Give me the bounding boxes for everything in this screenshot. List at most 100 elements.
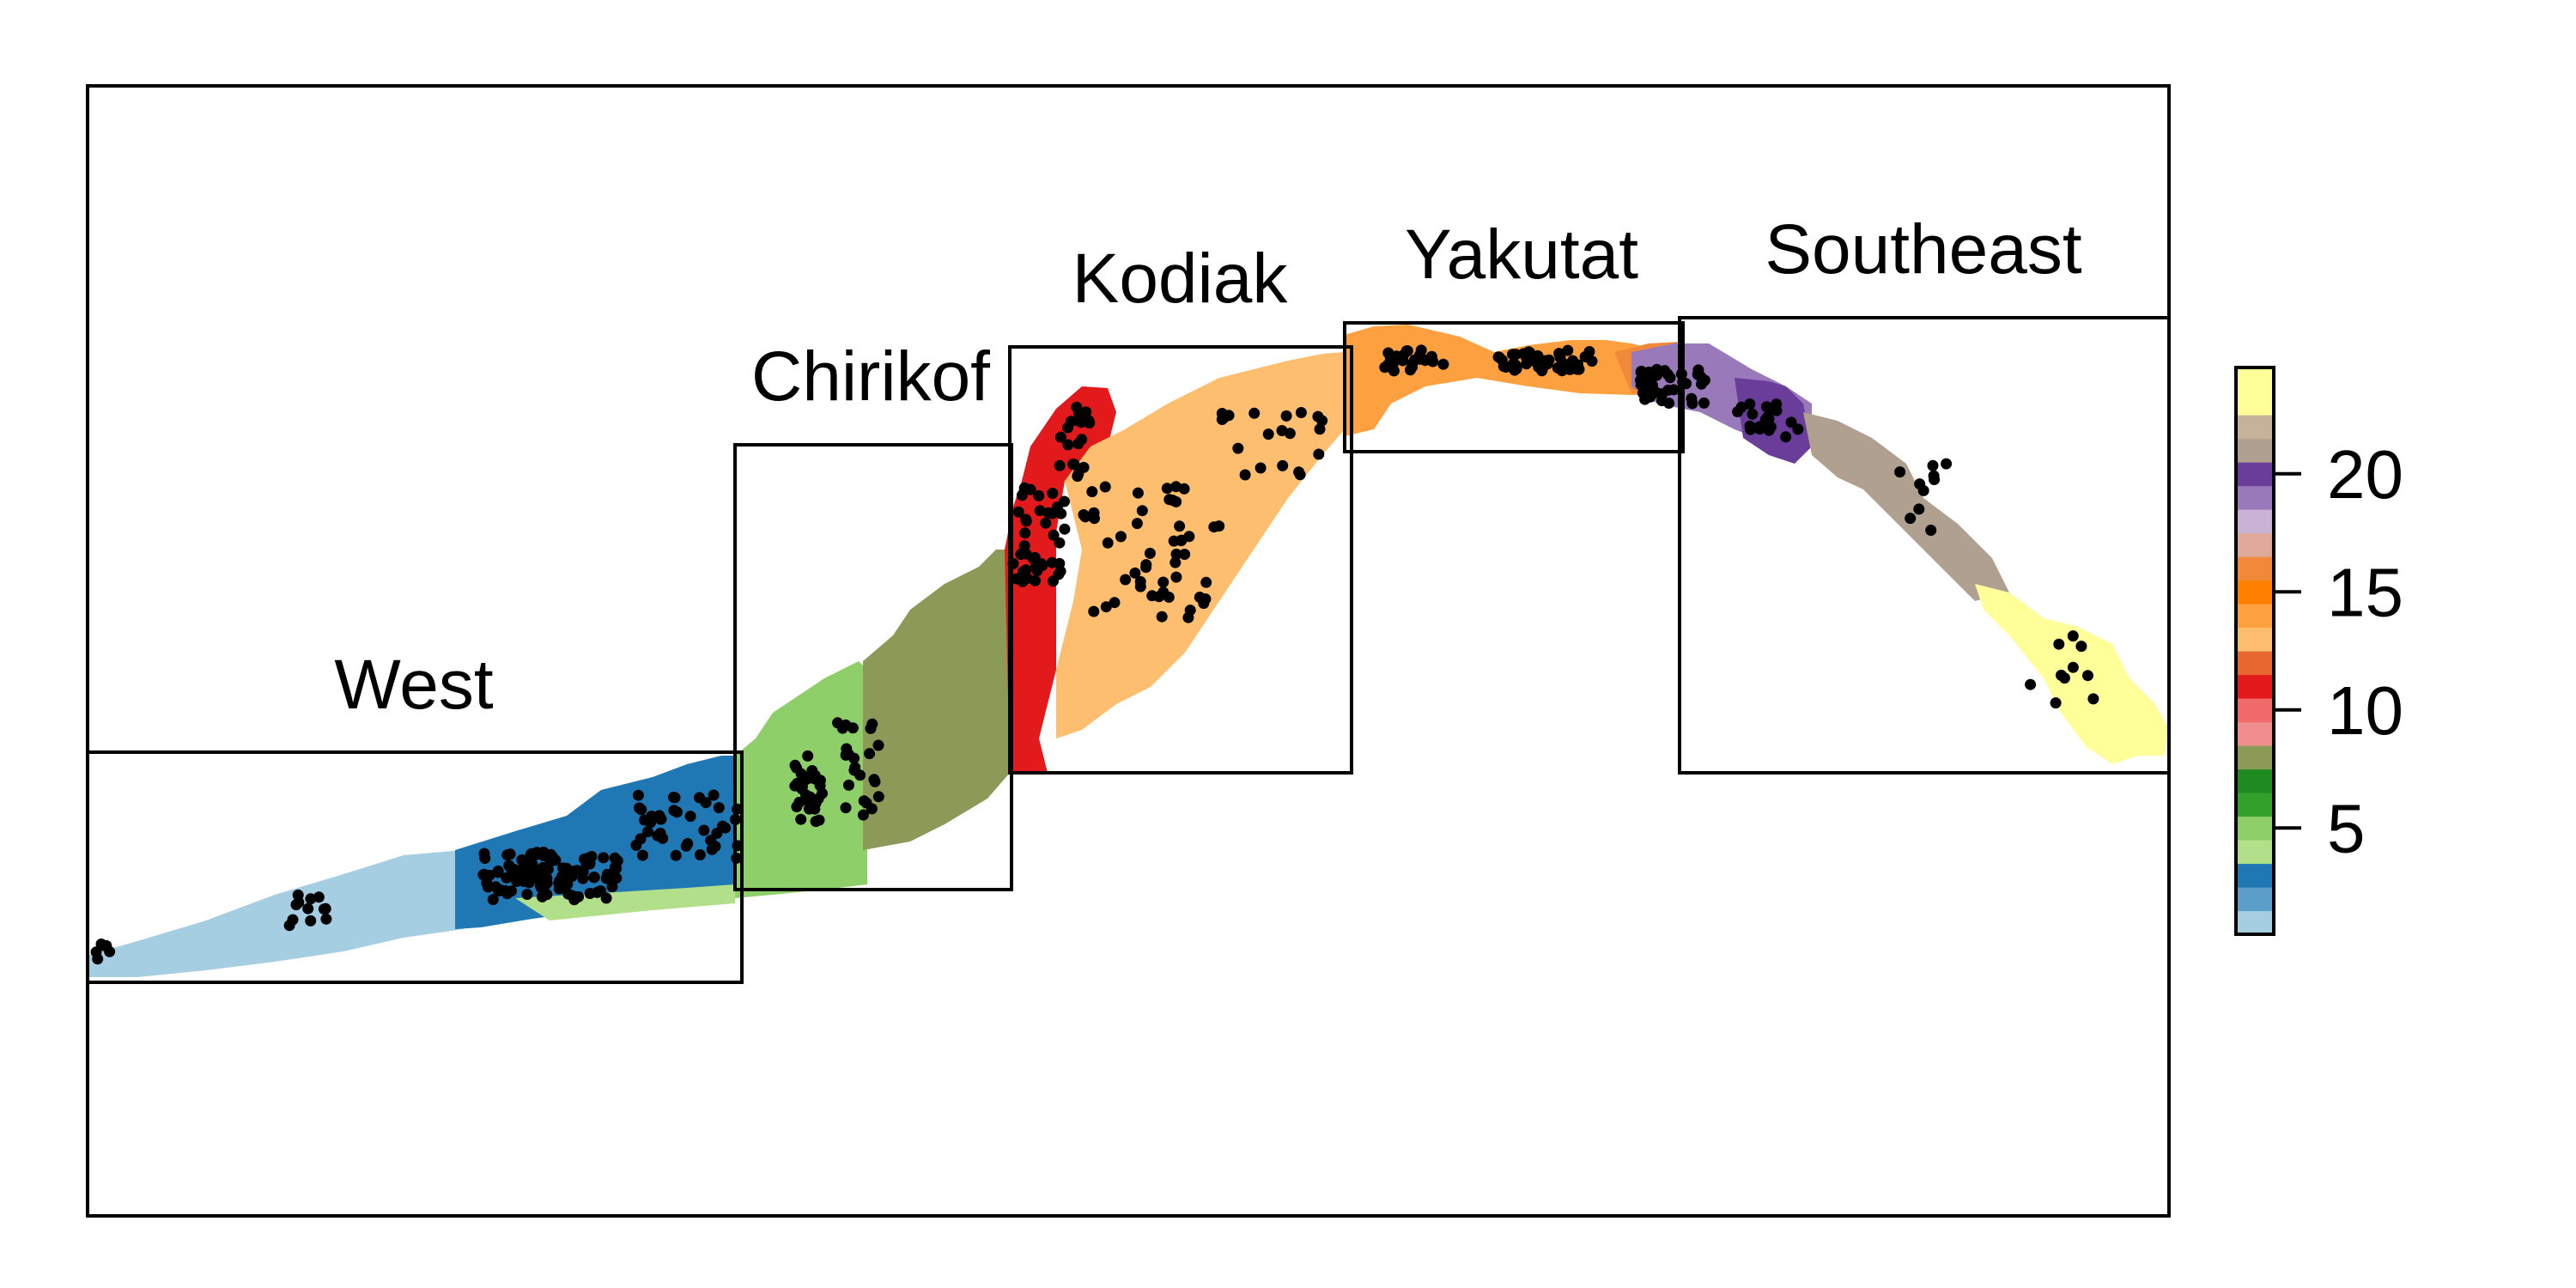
survey-point <box>305 914 317 927</box>
survey-point <box>1078 461 1090 473</box>
survey-point <box>1558 358 1570 370</box>
survey-point <box>607 867 619 879</box>
survey-point <box>1062 439 1074 451</box>
survey-point <box>579 854 590 865</box>
survey-point <box>2067 630 2079 642</box>
survey-point <box>1763 424 1775 436</box>
survey-point <box>1780 431 1792 443</box>
survey-point <box>1255 462 1267 474</box>
survey-point <box>305 893 317 905</box>
survey-point <box>1120 574 1132 586</box>
survey-point <box>1200 576 1212 588</box>
survey-point <box>1178 483 1190 495</box>
legend-swatch <box>2236 887 2274 912</box>
legend-swatch <box>2236 674 2274 699</box>
survey-point <box>501 872 513 884</box>
survey-point <box>1054 557 1066 569</box>
survey-point <box>1042 507 1054 519</box>
stratum-11 <box>1005 386 1116 773</box>
survey-point <box>637 849 648 861</box>
survey-point <box>591 886 603 898</box>
survey-point <box>646 811 658 822</box>
survey-point <box>1059 523 1071 535</box>
legend-swatch <box>2236 485 2274 510</box>
survey-point <box>1401 345 1413 357</box>
survey-point <box>541 872 553 884</box>
survey-point <box>1280 410 1292 422</box>
survey-point <box>843 779 854 791</box>
survey-point <box>1019 527 1031 539</box>
survey-point <box>1651 363 1662 375</box>
survey-point <box>1415 344 1427 356</box>
survey-point <box>800 789 811 801</box>
survey-point <box>1011 573 1023 585</box>
stratum-13 <box>1056 352 1345 738</box>
survey-points <box>90 344 2099 965</box>
survey-point <box>2082 670 2093 682</box>
survey-point <box>1048 529 1060 541</box>
survey-point <box>1115 531 1127 543</box>
survey-point <box>641 826 653 838</box>
legend-tick-label: 10 <box>2327 672 2403 749</box>
legend-swatch <box>2236 415 2274 440</box>
legend-swatch <box>2236 721 2274 746</box>
survey-point <box>1034 505 1046 517</box>
survey-point <box>872 791 884 803</box>
survey-point <box>2075 641 2087 653</box>
survey-point <box>802 750 814 762</box>
survey-point <box>1510 349 1522 361</box>
legend-swatch <box>2236 769 2274 793</box>
survey-point <box>290 899 302 911</box>
survey-point <box>1771 398 1783 410</box>
legend-swatch <box>2236 438 2274 463</box>
survey-point <box>1262 428 1274 440</box>
region-labels: West Chirikof Kodiak Yakutat Southeast <box>334 210 2082 724</box>
legend-swatch <box>2236 816 2274 841</box>
survey-point <box>1498 361 1510 373</box>
survey-point <box>1894 466 1906 478</box>
region-box-west <box>86 750 744 984</box>
survey-point <box>795 768 807 780</box>
legend-swatch <box>2236 580 2274 605</box>
survey-point <box>1763 413 1775 425</box>
survey-point <box>1054 459 1066 471</box>
survey-point <box>797 781 808 793</box>
survey-point <box>1249 407 1261 419</box>
survey-point <box>1047 488 1059 499</box>
survey-point <box>1745 423 1757 435</box>
survey-point <box>1925 525 1937 536</box>
survey-point <box>1277 459 1289 471</box>
survey-point <box>1153 591 1165 603</box>
survey-point <box>1157 576 1170 588</box>
survey-point <box>1024 483 1036 495</box>
survey-point <box>1523 346 1535 358</box>
survey-point <box>698 824 710 836</box>
survey-point <box>730 813 741 825</box>
survey-point <box>492 865 504 877</box>
survey-point <box>657 832 669 844</box>
survey-point <box>505 862 517 874</box>
survey-point <box>1239 469 1251 481</box>
region-label-kodiak: Kodiak <box>1072 240 1289 318</box>
survey-point <box>1379 361 1391 374</box>
survey-point <box>1129 567 1141 579</box>
survey-point <box>1200 593 1212 605</box>
region-label-chirikof: Chirikof <box>751 337 990 416</box>
survey-point <box>478 868 490 880</box>
survey-point <box>1276 425 1288 436</box>
survey-point <box>1179 549 1191 560</box>
survey-point <box>720 822 732 834</box>
survey-point <box>713 802 725 814</box>
survey-point <box>320 913 332 925</box>
survey-point <box>318 903 330 915</box>
survey-point <box>668 805 680 817</box>
survey-point <box>1562 344 1574 356</box>
survey-point <box>541 889 553 901</box>
survey-point <box>1170 548 1182 560</box>
survey-point <box>1020 513 1032 526</box>
survey-point <box>506 885 517 897</box>
region-label-southeast: Southeast <box>1765 210 2081 289</box>
survey-point <box>700 797 712 809</box>
survey-point <box>1223 410 1235 422</box>
